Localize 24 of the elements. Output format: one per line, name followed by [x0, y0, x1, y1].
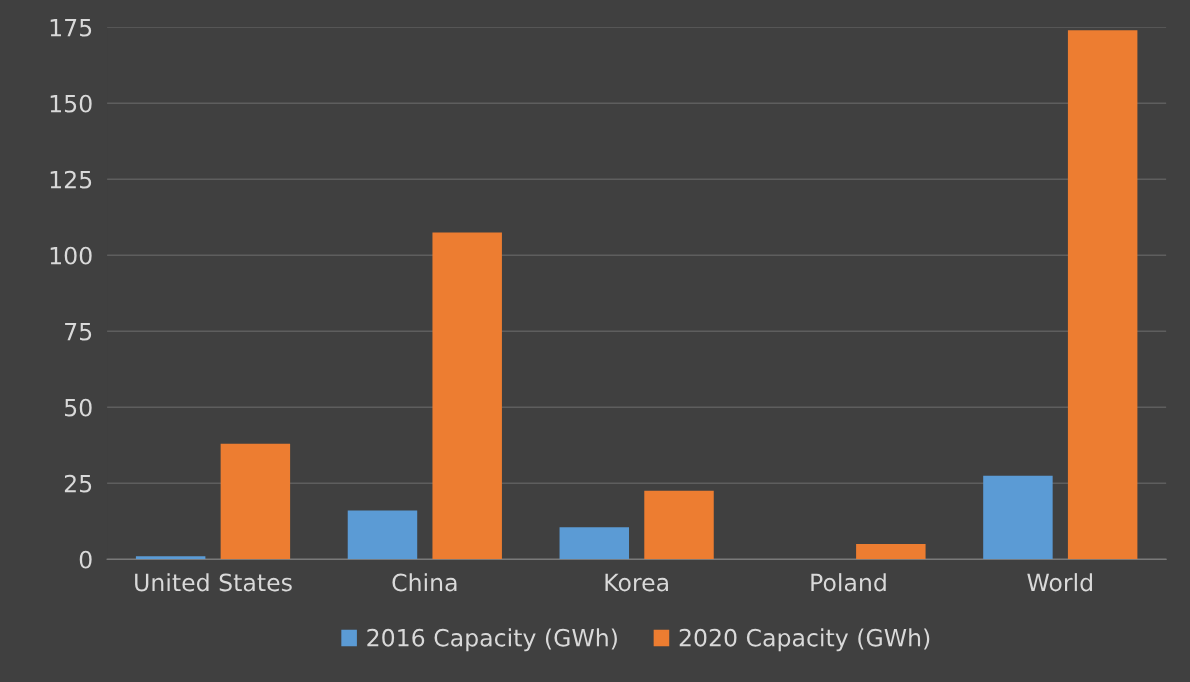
- y-tick-label: 100: [50, 246, 92, 265]
- y-tick-label: 125: [50, 170, 92, 189]
- y-tick-label: 25: [64, 474, 92, 493]
- x-tick-label: World: [1027, 573, 1092, 592]
- legend-label: 2020 Capacity (GWh): [679, 628, 930, 652]
- y-tick-label: 175: [50, 19, 92, 37]
- bar: [135, 556, 206, 560]
- x-tick-label: Poland: [811, 573, 886, 592]
- bar: [432, 232, 502, 560]
- bar: [644, 490, 714, 560]
- bar: [220, 443, 291, 560]
- bar: [559, 527, 630, 560]
- x-tick-label: Korea: [605, 573, 668, 592]
- bar: [983, 475, 1053, 560]
- y-tick-label: 50: [64, 398, 92, 417]
- y-tick-label: 0: [79, 550, 92, 569]
- y-tick-label: 75: [65, 323, 92, 341]
- x-tick-label: China: [392, 573, 457, 592]
- x-tick-label: United States: [135, 573, 292, 592]
- y-tick-label: 150: [50, 94, 92, 113]
- bar: [1067, 30, 1138, 560]
- bar: [347, 510, 418, 560]
- legend-label: 2016 Capacity (GWh): [367, 628, 617, 652]
- bar: [856, 544, 926, 560]
